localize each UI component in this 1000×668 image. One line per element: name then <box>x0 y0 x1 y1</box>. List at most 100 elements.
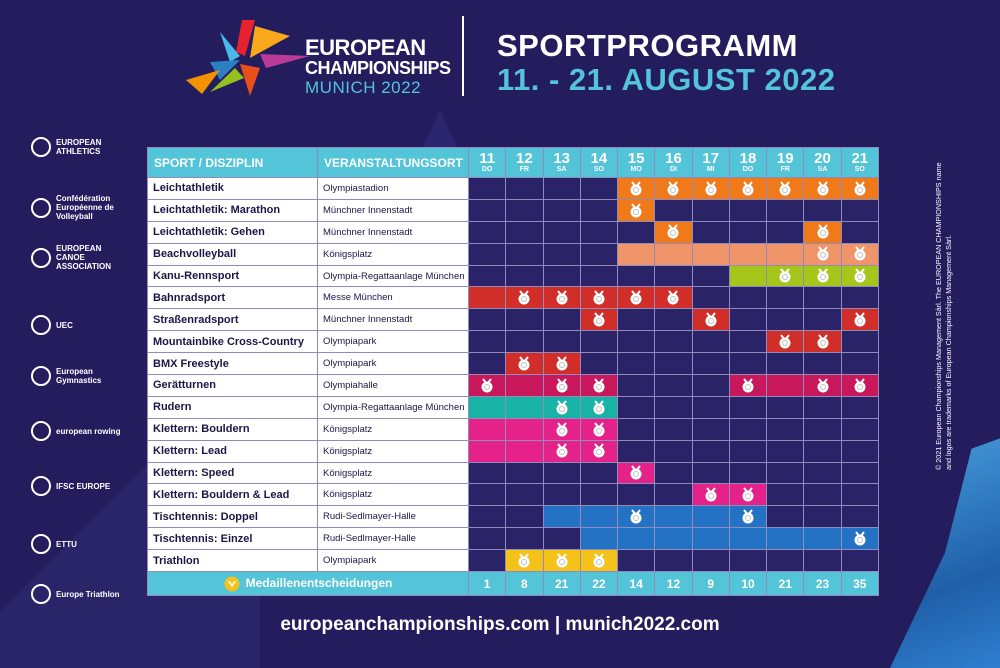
empty-day-cell <box>654 461 693 485</box>
europe-triathlon-logo-mark <box>31 584 51 604</box>
day-number: 18 <box>739 150 757 167</box>
empty-day-cell <box>654 308 693 332</box>
medal-icon <box>593 421 605 436</box>
medal-icon <box>742 378 754 393</box>
col-header-day: 17 MI <box>691 147 730 178</box>
venue-name: Münchner Innenstadt <box>317 308 469 332</box>
empty-day-cell <box>728 461 768 485</box>
venue-name: Olympiastadion <box>317 177 469 200</box>
col-header-day: 16 DI <box>654 147 693 178</box>
empty-day-cell <box>766 417 805 441</box>
col-header-day: 15 MO <box>617 147 656 178</box>
empty-day-cell <box>467 308 507 332</box>
medal-count: 8 <box>505 571 544 597</box>
empty-day-cell <box>467 220 507 244</box>
empty-day-cell <box>654 374 693 397</box>
event-day-cell <box>840 264 879 288</box>
event-day-cell <box>542 439 581 463</box>
european-athletics-logo-mark <box>31 137 51 157</box>
empty-day-cell <box>505 220 544 244</box>
col-header-day: 14 SO <box>579 147 619 178</box>
empty-day-cell <box>728 352 768 376</box>
event-day-cell <box>579 286 619 310</box>
ifsc-logo-mark <box>31 476 51 496</box>
empty-day-cell <box>691 549 730 573</box>
empty-day-cell <box>803 286 842 310</box>
empty-day-cell <box>505 461 544 485</box>
event-day-cell <box>803 242 842 266</box>
empty-day-cell <box>505 242 544 266</box>
empty-day-cell <box>840 483 879 507</box>
empty-day-cell <box>542 220 581 244</box>
medal-icon <box>556 553 568 568</box>
day-of-week: DO <box>742 166 754 173</box>
federation-name: UEC <box>56 320 73 330</box>
medal-icon <box>630 181 642 196</box>
empty-day-cell <box>691 198 730 222</box>
empty-day-cell <box>617 220 656 244</box>
medal-icon <box>481 378 493 393</box>
table-row: Mountainbike Cross-Country Olympiapark <box>147 330 879 354</box>
empty-day-cell <box>766 483 805 507</box>
event-day-cell <box>542 286 581 310</box>
empty-day-cell <box>579 177 619 200</box>
col-header-day: 13 SA <box>542 147 581 178</box>
header-divider <box>462 16 464 96</box>
empty-day-cell <box>542 527 581 551</box>
ettu-logo-mark <box>31 534 51 554</box>
event-day-cell <box>505 352 544 376</box>
empty-day-cell <box>542 330 581 354</box>
medal-icon <box>854 181 866 196</box>
venue-name: Olympia-Regattaanlage München <box>317 395 469 419</box>
day-number: 16 <box>665 150 682 167</box>
empty-day-cell <box>617 308 656 332</box>
day-of-week: SA <box>556 166 567 173</box>
empty-day-cell <box>691 374 730 397</box>
event-day-cell <box>654 527 693 551</box>
uec-logo: UEC <box>30 314 125 336</box>
empty-day-cell <box>654 417 693 441</box>
empty-day-cell <box>579 264 619 288</box>
eca-logo: EUROPEAN CANOE ASSOCIATION <box>30 244 125 271</box>
table-row: Tischtennis: Einzel Rudi-Sedlmayer-Halle <box>147 527 879 551</box>
empty-day-cell <box>766 549 805 573</box>
event-day-cell <box>579 549 619 573</box>
uec-logo-mark <box>31 315 51 335</box>
day-of-week: DI <box>669 166 677 173</box>
empty-day-cell <box>840 417 879 441</box>
empty-day-cell <box>467 242 507 266</box>
sport-name: Mountainbike Cross-Country <box>147 330 318 354</box>
event-day-cell <box>542 374 581 397</box>
empty-day-cell <box>840 461 879 485</box>
empty-day-cell <box>617 549 656 573</box>
european-championships-logo <box>186 20 310 96</box>
sport-name: Tischtennis: Einzel <box>147 527 318 551</box>
copyright-notice: © 2021 European Championships Management… <box>934 150 974 470</box>
event-day-cell <box>803 374 842 397</box>
event-day-cell <box>617 198 656 222</box>
medal-icon <box>817 334 829 349</box>
brand-line-2: CHAMPIONSHIPS <box>305 58 451 78</box>
empty-day-cell <box>542 264 581 288</box>
medal-icon <box>593 312 605 327</box>
empty-day-cell <box>766 505 805 529</box>
event-day-cell <box>691 483 730 507</box>
col-header-venue: VERANSTALTUNGSORT <box>317 147 469 178</box>
medal-icon <box>854 246 866 261</box>
event-day-cell <box>728 242 768 266</box>
empty-day-cell <box>766 461 805 485</box>
event-day-cell <box>467 439 507 463</box>
event-day-cell <box>617 461 656 485</box>
empty-day-cell <box>505 505 544 529</box>
event-day-cell <box>840 527 879 551</box>
medal-icon <box>224 576 240 591</box>
event-day-cell <box>691 242 730 266</box>
empty-day-cell <box>505 308 544 332</box>
event-day-cell <box>766 177 805 200</box>
day-number: 15 <box>627 150 645 167</box>
sport-name: Klettern: Bouldern & Lead <box>147 483 318 507</box>
empty-day-cell <box>467 330 507 354</box>
medal-count: 14 <box>617 571 656 597</box>
empty-day-cell <box>579 198 619 222</box>
event-day-cell <box>803 330 842 354</box>
